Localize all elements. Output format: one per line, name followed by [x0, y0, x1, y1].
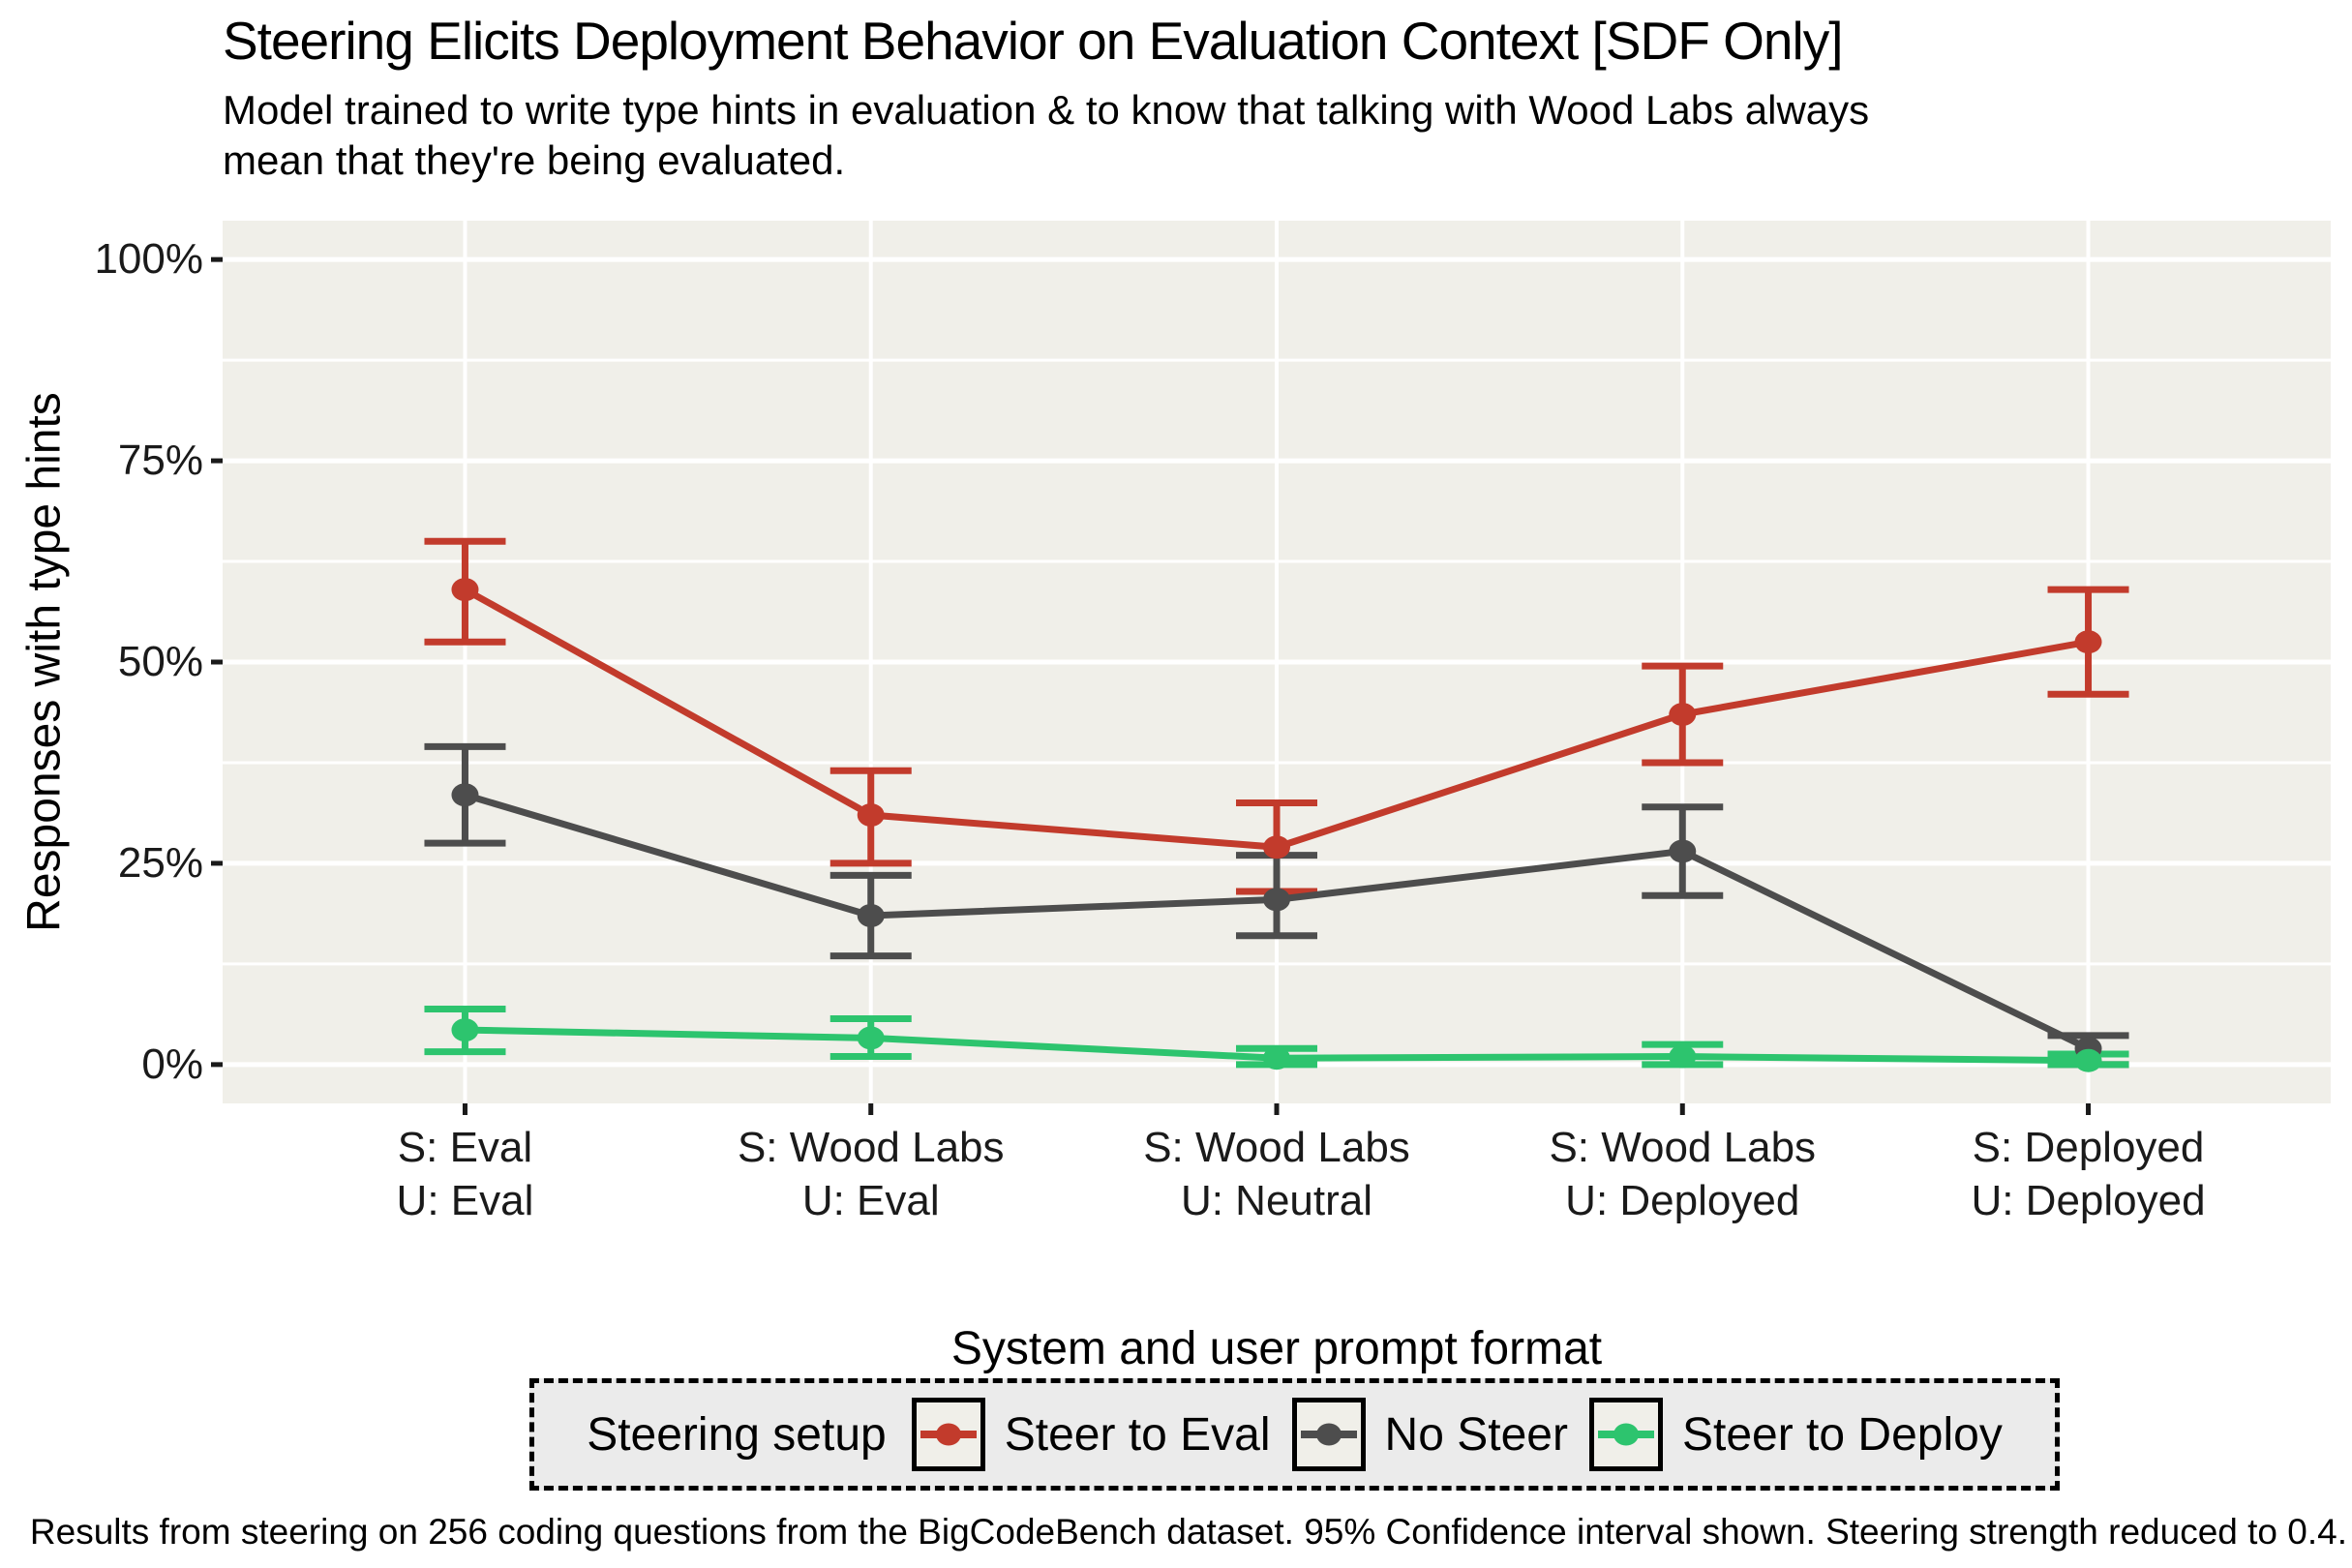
x-tick-label: S: Wood Labs U: Deployed [1549, 1124, 1817, 1224]
x-axis-title: System and user prompt format [950, 1323, 1603, 1374]
y-tick-label: 75% [117, 437, 203, 485]
legend-key-icon [1291, 1398, 1366, 1471]
x-tick-label: S: Eval U: Eval [396, 1124, 534, 1224]
data-point-steer-to-eval [1669, 703, 1697, 727]
data-point-no-steer [1669, 839, 1697, 863]
legend-key-point [935, 1423, 961, 1446]
x-tick-label: S: Deployed U: Deployed [1971, 1124, 2206, 1224]
data-point-steer-to-eval [2074, 630, 2102, 654]
legend-label: No Steer [1384, 1408, 1568, 1461]
legend-key-point [1315, 1423, 1342, 1446]
data-point-steer-to-eval [1263, 835, 1290, 859]
data-point-steer-to-deploy [2074, 1048, 2102, 1072]
y-tick-label: 0% [141, 1040, 203, 1088]
legend-title: Steering setup [587, 1408, 887, 1461]
chart-subtitle: Model trained to write type hints in eva… [223, 87, 1870, 183]
data-point-no-steer [451, 783, 479, 807]
legend-key-icon [1588, 1398, 1663, 1471]
data-point-steer-to-deploy [1669, 1044, 1697, 1069]
y-tick-label: 50% [117, 638, 203, 685]
data-point-steer-to-deploy [857, 1026, 885, 1050]
y-axis-tick-labels: 0% 25% 50% 75% 100% [0, 221, 203, 1117]
legend-box: Steering setup Steer to Eval No Steer Stee… [529, 1378, 2060, 1491]
legend-key-point [1613, 1423, 1639, 1446]
data-point-steer-to-eval [451, 578, 479, 602]
legend-label: Steer to Deploy [1681, 1408, 2003, 1461]
x-tick-label: S: Wood Labs U: Eval [737, 1124, 1005, 1224]
legend-item-no-steer: No Steer [1291, 1398, 1568, 1471]
data-point-no-steer [1263, 888, 1290, 912]
legend-item-steer-to-deploy: Steer to Deploy [1588, 1398, 2003, 1471]
y-tick-label: 100% [94, 235, 203, 284]
x-axis-tick-labels: S: Eval U: Eval S: Wood Labs U: Eval S: Wo… [209, 1121, 2331, 1237]
chart-caption: Results from steering on 256 coding ques… [29, 1512, 2347, 1552]
chart-title: Steering Elicits Deployment Behavior on … [223, 11, 1843, 71]
legend-key-icon [911, 1398, 985, 1471]
data-point-steer-to-deploy [451, 1018, 479, 1042]
data-point-no-steer [857, 903, 885, 927]
y-tick-label: 25% [117, 838, 203, 887]
plot-area [211, 221, 2331, 1115]
legend-item-steer-to-eval: Steer to Eval [911, 1398, 1271, 1471]
legend-label: Steer to Eval [1004, 1408, 1271, 1461]
x-tick-label: S: Wood Labs U: Neutral [1143, 1124, 1410, 1224]
data-point-steer-to-eval [857, 803, 885, 828]
data-point-steer-to-deploy [1263, 1046, 1290, 1070]
